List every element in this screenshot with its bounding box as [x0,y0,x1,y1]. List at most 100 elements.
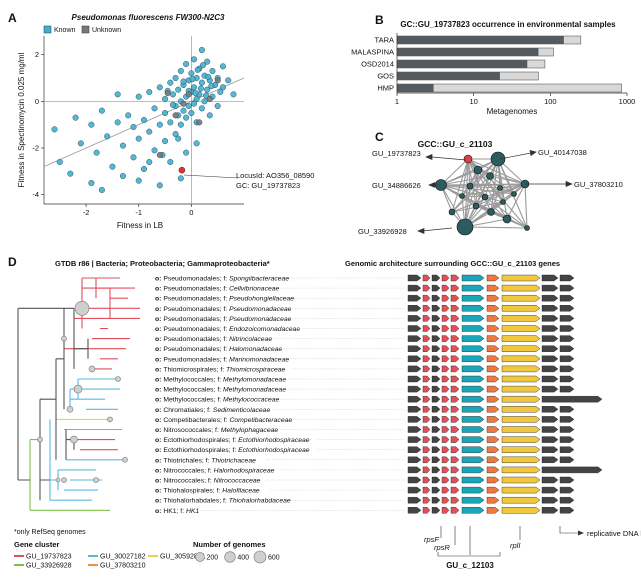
scatter-point-known [175,135,182,142]
scatter-point-known [104,133,111,140]
taxon-label: o: Nitrosococcales; f: Methylophagaceae [155,427,278,434]
gene-arrow [541,385,559,393]
genome-size-label: 600 [268,555,280,562]
bar-category-label: MALASPINA [351,48,394,57]
gene-label-helicase: replicative DNA helicase [587,529,641,538]
gene-arrow [407,284,422,292]
gene-arrow [450,426,460,433]
taxon-label: o: Pseudomonadales; f: Endozoicomonadace… [155,326,300,333]
gene-arrow [541,365,559,373]
network-edge [461,195,486,198]
network-edge [440,158,469,186]
gene-arrow [431,345,441,352]
gene-arrow [422,335,431,342]
gene-arrow [407,476,422,484]
taxon-label: o: Methylococcales; f: Methylococcaceae [155,397,280,404]
gene-arrow [501,335,541,342]
gene-arrow [541,466,603,474]
gene-arrow [541,305,559,312]
highlight-point [178,166,186,174]
panel-label-a: A [8,11,17,25]
gene-arrow [461,426,485,433]
gene-cluster-label: GU_19737823 [26,554,72,561]
gene-cluster-legend-title: Gene cluster [14,540,60,549]
taxon-label: o: Pseudomonadales; f: Cellvibrionaceae [155,286,280,293]
gene-arrow [441,325,450,332]
scatter-point-known [199,62,206,69]
gene-arrow [559,345,575,352]
gene-arrow [431,385,441,393]
taxon-label: o: HK1; f: HK1 [155,508,199,515]
panel-label-d: D [8,255,17,269]
gene-arrow [450,365,460,373]
gene-arrow [461,507,485,514]
gene-arrow [461,436,485,443]
gene-arrow [422,446,431,453]
gene-arrow [486,456,500,463]
gene-arrow [501,365,541,373]
gene-arrow [541,497,559,504]
scatter-point-known [156,182,163,189]
tree-node-bubble [73,384,83,394]
gene-arrow [501,507,541,514]
scatter-point-known [162,109,169,116]
scatter-point-known [119,172,126,179]
scatter-point-known [119,142,126,149]
tree-branch [55,358,64,460]
gene-arrow [559,325,575,332]
gene-arrow [450,456,460,463]
gene-arrow [486,274,500,282]
gene-arrow [441,466,450,474]
gene-arrow [559,335,575,342]
gene-cluster-label: GU_30027182 [100,554,146,561]
scatter-point-known [190,56,197,63]
gene-arrow [407,355,422,362]
gene-arrow [431,396,441,403]
bar-category-label: OSD2014 [361,60,394,69]
y-tick-label: -4 [32,190,39,199]
phylogeny-panel: GTDB r86 | Bacteria; Proteobacteria; Gam… [14,259,641,570]
scatter-point-known [225,77,232,84]
gene-arrow [441,375,450,383]
node [473,165,483,175]
network-edge [451,183,526,213]
bar-category-label: TARA [375,36,394,45]
gene-arrow [431,284,441,292]
gene-arrow [407,466,422,474]
node-label-gu19737823: GU_19737823 [372,149,421,158]
gene-arrow [431,274,441,282]
gene-arrow [461,284,485,292]
scatter-title: Pseudomonas fluorescens FW300-N2C3 [72,13,225,22]
gene-arrow [501,426,541,433]
bar-panel: GC::GU_19737823 occurrence in environmen… [351,20,635,116]
gene-arrow [501,284,541,292]
tree-branch [65,429,75,460]
legend-unknown-swatch [81,25,90,34]
annotation-gc: GC: GU_19737823 [236,181,300,190]
gene-arrow [441,406,450,413]
annotation-locusid: LocusId: AO356_08590 [236,171,314,180]
tree-branch [49,419,59,501]
genome-size-bubble [224,551,236,563]
scatter-point-known [114,119,121,126]
gene-arrow [461,476,485,484]
gene-arrow [407,456,422,463]
gene-arrow [541,274,559,282]
taxon-label: o: Pseudomonadales; f: Marinomonadaceae [155,356,289,363]
gene-label-rpsf: rpsF [424,535,439,544]
gene-arrow [501,295,541,302]
scatter-point-known [180,107,187,114]
scatter-point-known [162,95,169,102]
genome-size-bubble [253,550,267,564]
genome-size-label: 400 [237,555,249,562]
gene-arrow [441,295,450,302]
network-edge [464,226,528,229]
scatter-point-known [146,88,153,95]
gene-arrow [541,315,559,322]
scatter-point-known [51,126,58,133]
taxon-label: o: Competibacterales; f: Competibacterac… [155,417,292,424]
gene-arrow [441,305,450,312]
network-edge [440,175,491,186]
gene-arrow [461,295,485,302]
gene-arrow [501,325,541,332]
